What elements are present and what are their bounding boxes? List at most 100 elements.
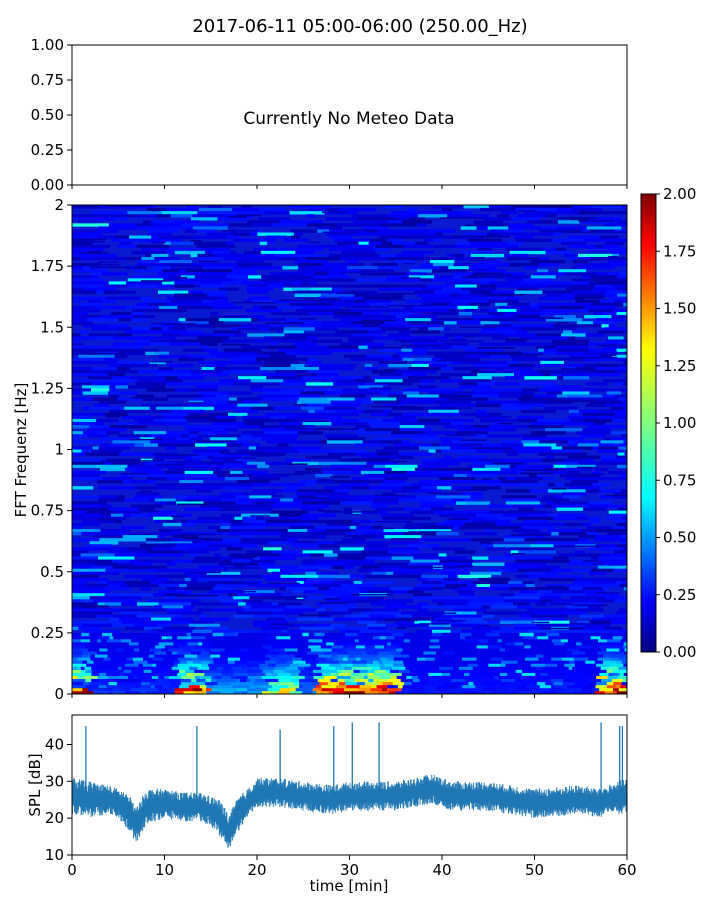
spectrogram-cell — [103, 660, 109, 664]
spectrogram-cell — [577, 678, 589, 683]
spectrogram-cell — [312, 681, 320, 686]
spectrogram-cell — [538, 388, 569, 392]
spectrogram-cell — [507, 256, 521, 261]
spectrogram-cell — [140, 684, 152, 689]
spectrogram-cell — [119, 452, 154, 456]
spectrogram-cell — [155, 464, 193, 469]
spectrogram-cell — [72, 205, 100, 209]
spectrogram-cell — [572, 684, 588, 689]
spectrogram-cell — [622, 547, 627, 551]
spectrogram-cell — [97, 376, 132, 380]
spectrogram-cell — [589, 281, 597, 285]
spectrogram-cell — [343, 421, 368, 426]
spectrogram-cell — [251, 299, 275, 304]
spectrogram-cell — [269, 327, 285, 331]
spectrogram-cell — [190, 577, 198, 582]
spectrogram-cell — [477, 247, 493, 252]
spectrogram-cell — [239, 657, 247, 661]
spectrogram-cell — [72, 587, 105, 591]
spectrogram-cell — [307, 241, 321, 244]
spectrogram-cell — [586, 599, 598, 603]
spectrogram-cell — [261, 373, 297, 377]
spectrogram-cell — [609, 296, 627, 301]
spectrogram-cell — [409, 217, 425, 221]
spectrogram-cell — [279, 687, 292, 692]
spectrogram-cell — [539, 596, 561, 600]
spectrogram-cell — [162, 522, 183, 527]
spectrogram-cell — [614, 382, 625, 386]
spectrogram-cell — [246, 550, 272, 554]
spectrogram-cell — [588, 547, 624, 551]
spectrogram-cell — [341, 601, 356, 604]
spectrogram-cell — [221, 498, 240, 502]
spectrogram-cell — [241, 666, 253, 670]
spectrogram-cell — [253, 614, 286, 618]
spectrogram-cell — [482, 217, 513, 221]
spectrogram-cell — [310, 648, 324, 652]
spectrogram-cell — [111, 461, 140, 466]
spectrogram-cell — [427, 654, 441, 658]
spectrogram-cell — [181, 638, 192, 643]
spectrogram-cell — [339, 672, 352, 676]
spectrogram-cell — [593, 538, 607, 542]
spectrogram-cell — [522, 519, 549, 524]
spectrogram-cell — [444, 342, 459, 346]
spectrogram-cell — [417, 418, 441, 423]
spectrogram-cell — [600, 648, 607, 652]
spectrogram-cell — [523, 469, 567, 471]
spectrogram-cell — [504, 553, 511, 557]
spectrogram-cell — [422, 461, 460, 466]
spectrogram-cell — [425, 431, 457, 435]
spectrogram-cell — [127, 681, 142, 686]
spectrogram-cell — [72, 525, 83, 530]
spectrogram-cell — [189, 452, 211, 456]
spectrogram-cell — [604, 596, 612, 600]
spectrogram-cell — [470, 495, 484, 499]
spectrogram-cell — [80, 315, 102, 317]
spectrogram-cell — [201, 574, 236, 579]
spectrogram-cell — [291, 235, 300, 239]
spectrogram-cell — [480, 370, 494, 374]
spectrogram-cell — [318, 654, 333, 658]
spectrogram-cell — [387, 256, 420, 261]
spectrogram-cell — [550, 400, 597, 403]
spectrogram-cell — [515, 556, 554, 560]
spectrogram-cell — [496, 284, 521, 288]
spectrogram-cell — [442, 632, 451, 637]
spectrogram-cell — [514, 645, 525, 649]
spectrogram-cell — [140, 510, 160, 513]
spectrogram-cell — [429, 663, 437, 667]
spectrogram-cell — [135, 409, 172, 414]
spectrogram-cell — [444, 577, 460, 582]
spectrogram-cell — [617, 342, 627, 346]
spectrogram-cell — [72, 538, 100, 542]
spectrogram-cell — [180, 434, 190, 438]
spectrogram-cell — [176, 544, 208, 548]
spectrogram-cell — [353, 669, 361, 673]
spectrogram-cell — [476, 397, 488, 401]
spectrogram-cell — [436, 663, 443, 667]
spectrogram-cell — [445, 642, 453, 646]
spectrogram-cell — [346, 629, 360, 634]
spectrogram-cell — [511, 654, 526, 658]
spectrogram-cell — [460, 632, 473, 637]
spectrogram-cell — [432, 599, 471, 603]
spectrogram-cell — [361, 580, 395, 585]
spectrogram-cell — [290, 678, 300, 683]
spectrogram-cell — [594, 690, 606, 694]
spectrogram-cell — [617, 464, 627, 469]
spectrogram-cell — [72, 461, 105, 466]
spectrogram-cell — [109, 425, 148, 429]
spectrogram-cell — [316, 571, 339, 576]
spectrogram-cell — [408, 366, 442, 371]
spectrogram-cell — [136, 492, 160, 496]
spectrogram-cell — [119, 363, 158, 368]
spectrogram-cell — [153, 660, 169, 664]
spectrogram-cell — [234, 574, 263, 579]
spectrogram-cell — [165, 250, 176, 255]
spectrogram-cell — [530, 415, 545, 420]
spectrogram-cell — [86, 690, 95, 694]
spectrogram-cell — [422, 525, 448, 528]
spectrogram-cell — [105, 568, 142, 573]
spectrogram-cell — [377, 266, 401, 270]
